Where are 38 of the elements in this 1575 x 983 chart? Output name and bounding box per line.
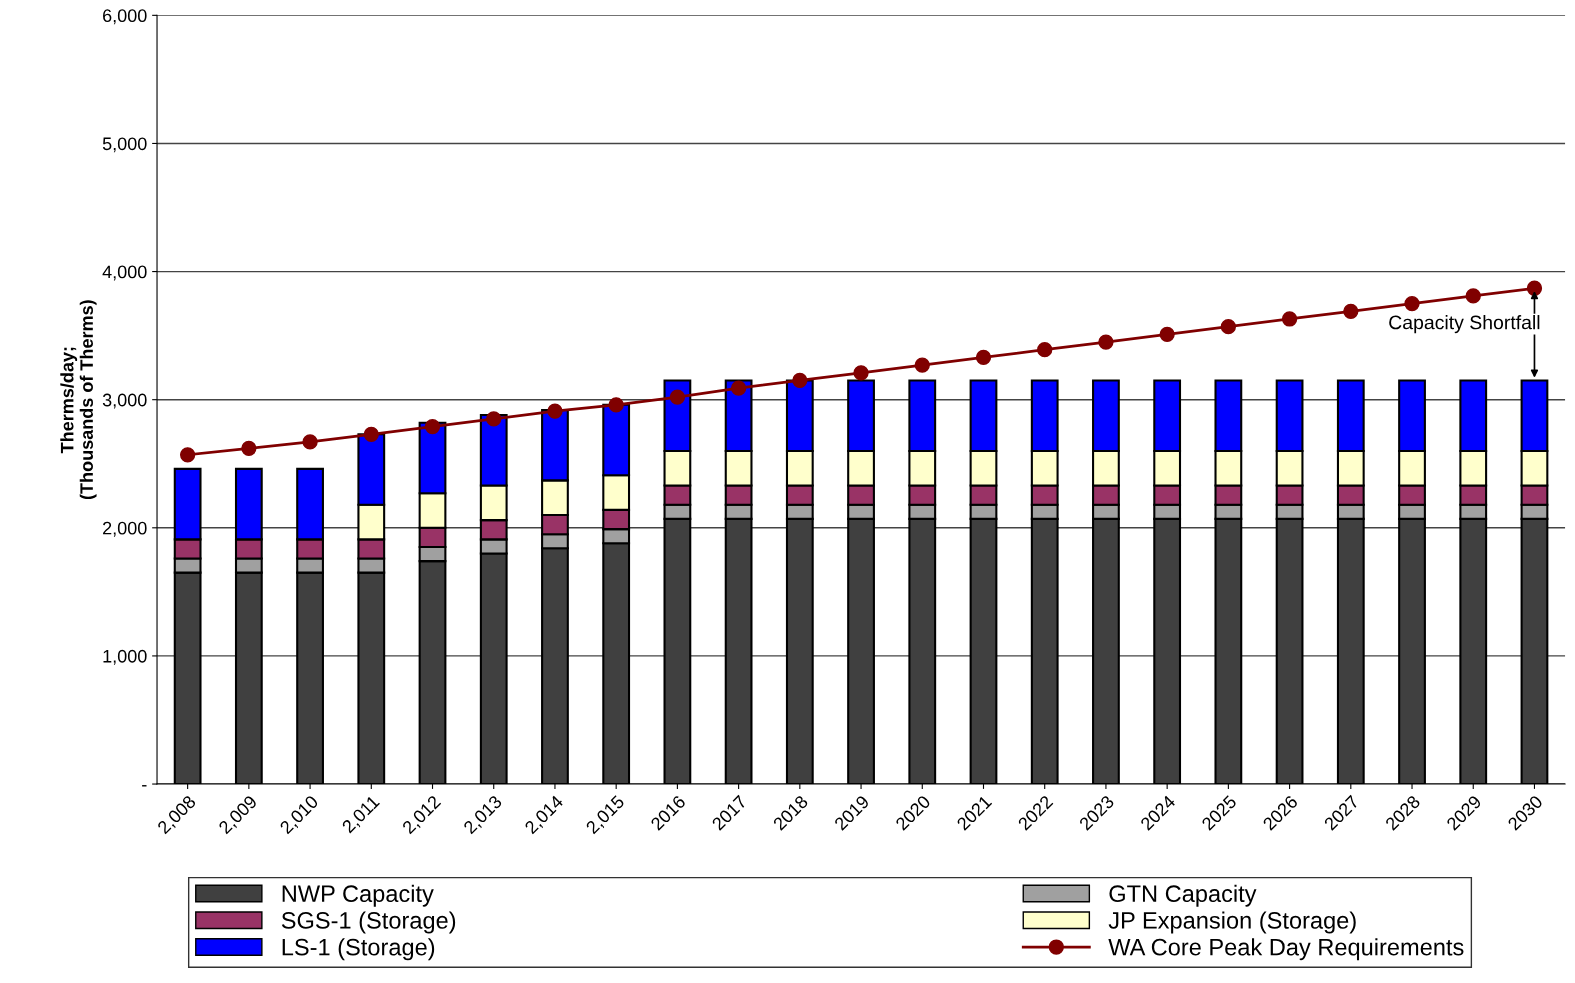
point	[608, 397, 624, 413]
point	[241, 440, 257, 457]
point	[302, 434, 318, 450]
legend-label: GTN Capacity	[1109, 884, 1257, 907]
point	[1465, 288, 1481, 304]
point	[1526, 280, 1543, 296]
y-axis-title: Therms/day; (Thousands of Therms)	[60, 300, 97, 500]
point	[1037, 342, 1053, 358]
point	[424, 418, 441, 435]
point	[792, 372, 808, 389]
point	[1220, 319, 1237, 335]
point	[486, 411, 502, 427]
point	[1404, 295, 1420, 312]
y-tick-label: 5,000	[102, 137, 147, 153]
point	[179, 447, 196, 463]
point	[1159, 326, 1175, 342]
y-tick-label: -	[142, 785, 147, 787]
legend-label: JP Expansion (Storage)	[1108, 911, 1356, 934]
legend-label: NWP Capacity	[282, 884, 434, 907]
point	[363, 426, 379, 442]
annotation: Capacity Shortfall	[1389, 315, 1540, 334]
legend-label: LS-1 (Storage)	[282, 938, 435, 961]
legend-label: SGS-1 (Storage)	[281, 911, 456, 934]
point	[975, 349, 992, 366]
point	[853, 365, 869, 381]
y-tick-label: 4,000	[102, 265, 147, 281]
y-tick-label: 1,000	[103, 649, 147, 665]
point	[547, 403, 563, 419]
point	[669, 389, 686, 405]
y-tick-label: 3,000	[102, 393, 147, 409]
point	[1281, 311, 1298, 327]
y-tick-label: 2,000	[103, 521, 147, 537]
point	[914, 357, 930, 373]
legend-label: WA Core Peak Day Requirements	[1108, 938, 1464, 961]
point	[1098, 334, 1114, 350]
point	[1343, 303, 1359, 319]
y-tick-label: 6,000	[103, 9, 147, 25]
point	[730, 380, 747, 396]
